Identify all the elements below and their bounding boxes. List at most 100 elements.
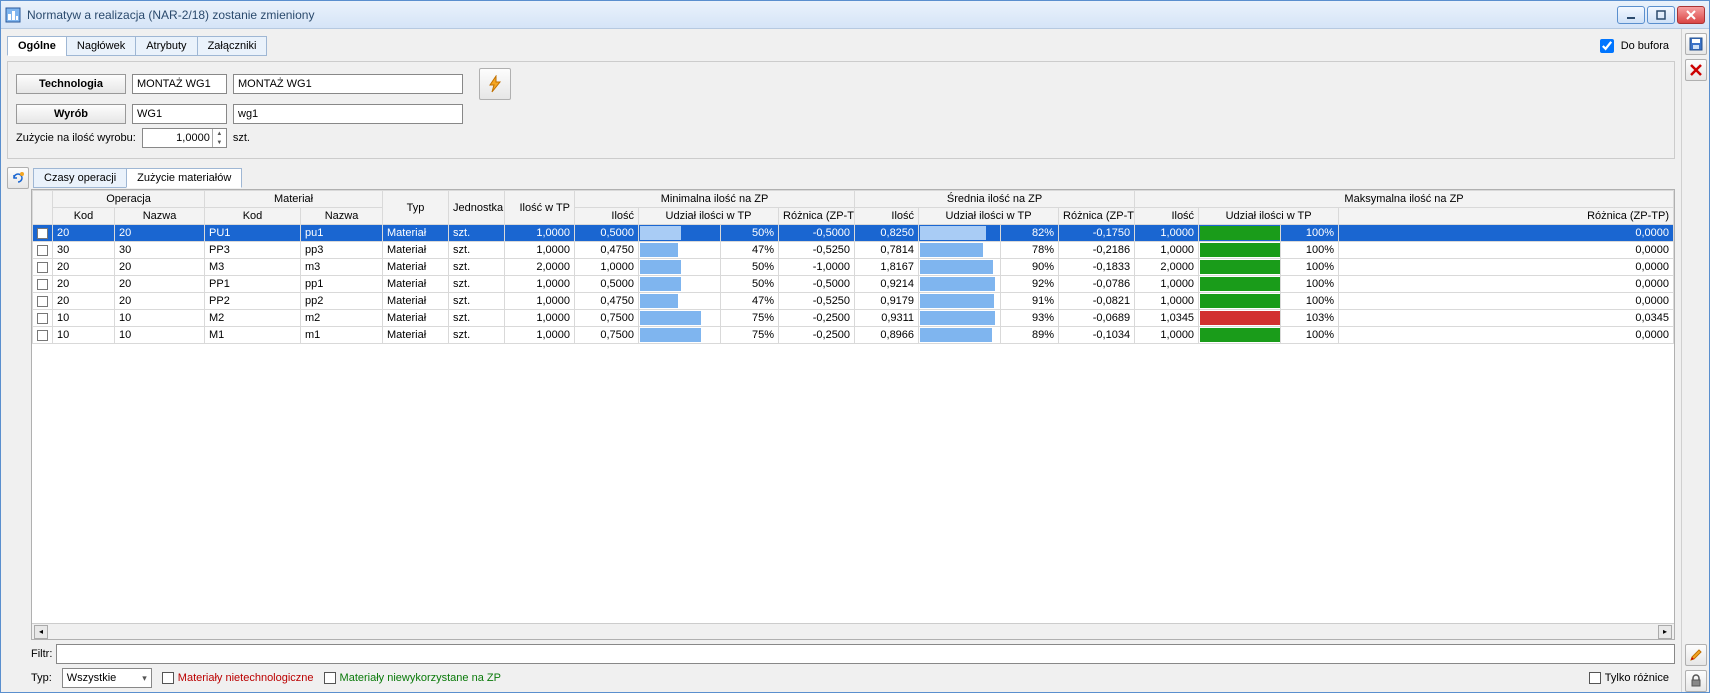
cancel-button[interactable]: [1685, 59, 1707, 81]
col-op-kod[interactable]: Kod: [53, 208, 115, 225]
bar-cell: [1199, 225, 1281, 242]
bar-cell: [919, 225, 1001, 242]
horizontal-scrollbar[interactable]: ◂ ▸: [32, 623, 1674, 639]
do-bufora-input[interactable]: [1600, 39, 1614, 53]
colgroup-avg[interactable]: Średnia ilość na ZP: [855, 191, 1135, 208]
typ-select[interactable]: Wszystkie: [62, 668, 152, 688]
window-title: Normatyw a realizacja (NAR-2/18) zostani…: [27, 8, 1617, 22]
row-checkbox[interactable]: [33, 242, 53, 259]
colgroup-operacja[interactable]: Operacja: [53, 191, 205, 208]
cell: Materiał: [383, 259, 449, 276]
col-max-ilosc[interactable]: Ilość: [1135, 208, 1199, 225]
colgroup-min[interactable]: Minimalna ilość na ZP: [575, 191, 855, 208]
colgroup-max[interactable]: Maksymalna ilość na ZP: [1135, 191, 1674, 208]
cell: pu1: [301, 225, 383, 242]
col-min-udzial[interactable]: Udział ilości w TP: [639, 208, 779, 225]
materialy-niewyk-checkbox[interactable]: Materiały niewykorzystane na ZP: [324, 672, 501, 684]
zuzycie-spinner[interactable]: 1,0000 ▲▼: [142, 128, 227, 148]
scroll-right-icon[interactable]: ▸: [1658, 625, 1672, 639]
col-m-kod[interactable]: Kod: [205, 208, 301, 225]
maximize-button[interactable]: [1647, 6, 1675, 24]
table-row[interactable]: 1010M2m2Materiałszt.1,00000,750075%-0,25…: [33, 310, 1674, 327]
technologia-button[interactable]: Technologia: [16, 74, 126, 94]
col-min-diff[interactable]: Różnica (ZP-TP): [779, 208, 855, 225]
cell: 92%: [1001, 276, 1059, 293]
minimize-button[interactable]: [1617, 6, 1645, 24]
row-checkbox[interactable]: [33, 276, 53, 293]
table-row[interactable]: 2020PU1pu1Materiałszt.1,00000,500050%-0,…: [33, 225, 1674, 242]
cell: pp1: [301, 276, 383, 293]
cell: Materiał: [383, 293, 449, 310]
bar-cell: [639, 310, 721, 327]
col-m-nazwa[interactable]: Nazwa: [301, 208, 383, 225]
col-check[interactable]: [33, 191, 53, 225]
cell: Materiał: [383, 310, 449, 327]
bar-cell: [919, 242, 1001, 259]
col-max-diff[interactable]: Różnica (ZP-TP): [1339, 208, 1674, 225]
technologia-name-input[interactable]: MONTAŻ WG1: [233, 74, 463, 94]
cell: -0,2500: [779, 310, 855, 327]
cell: szt.: [449, 259, 505, 276]
cell: m1: [301, 327, 383, 344]
wyrob-button[interactable]: Wyrób: [16, 104, 126, 124]
materialy-nietech-checkbox[interactable]: Materiały nietechnologiczne: [162, 672, 314, 684]
cell: -0,1833: [1059, 259, 1135, 276]
lightning-button[interactable]: [479, 68, 511, 100]
filter-input[interactable]: [56, 644, 1675, 664]
technologia-code-input[interactable]: MONTAŻ WG1: [132, 74, 227, 94]
col-typ[interactable]: Typ: [383, 191, 449, 225]
table-row[interactable]: 1010M1m1Materiałszt.1,00000,750075%-0,25…: [33, 327, 1674, 344]
tab-zalaczniki[interactable]: Załączniki: [197, 36, 268, 56]
col-min-ilosc[interactable]: Ilość: [575, 208, 639, 225]
typ-label: Typ:: [31, 672, 52, 684]
col-ilosc-tp[interactable]: Ilość w TP: [505, 191, 575, 225]
lock-button[interactable]: [1685, 670, 1707, 692]
col-op-nazwa[interactable]: Nazwa: [115, 208, 205, 225]
table-row[interactable]: 2020M3m3Materiałszt.2,00001,000050%-1,00…: [33, 259, 1674, 276]
tab-zuzycie-materialow[interactable]: Zużycie materiałów: [126, 168, 242, 188]
tylko-roznice-checkbox[interactable]: Tylko różnice: [1589, 672, 1669, 684]
tab-naglowek[interactable]: Nagłówek: [66, 36, 136, 56]
row-checkbox[interactable]: [33, 259, 53, 276]
cell: pp2: [301, 293, 383, 310]
row-checkbox[interactable]: [33, 327, 53, 344]
col-avg-diff[interactable]: Różnica (ZP-TP): [1059, 208, 1135, 225]
cell: 30: [115, 242, 205, 259]
cell: szt.: [449, 310, 505, 327]
wyrob-code-input[interactable]: WG1: [132, 104, 227, 124]
cell: 0,4750: [575, 242, 639, 259]
refresh-button[interactable]: [7, 167, 29, 189]
col-avg-ilosc[interactable]: Ilość: [855, 208, 919, 225]
row-checkbox[interactable]: [33, 225, 53, 242]
bar-cell: [1199, 310, 1281, 327]
save-button[interactable]: [1685, 33, 1707, 55]
spin-up-icon[interactable]: ▲: [213, 129, 226, 138]
col-avg-udzial[interactable]: Udział ilości w TP: [919, 208, 1059, 225]
col-jednostka[interactable]: Jednostka: [449, 191, 505, 225]
spin-down-icon[interactable]: ▼: [213, 138, 226, 147]
row-checkbox[interactable]: [33, 293, 53, 310]
tab-ogolne[interactable]: Ogólne: [7, 36, 67, 56]
cell: 1,0000: [1135, 225, 1199, 242]
cell: M1: [205, 327, 301, 344]
do-bufora-checkbox[interactable]: Do bufora: [1596, 36, 1669, 56]
app-icon: [5, 7, 21, 23]
table-row[interactable]: 2020PP2pp2Materiałszt.1,00000,475047%-0,…: [33, 293, 1674, 310]
tab-czasy-operacji[interactable]: Czasy operacji: [33, 168, 127, 188]
cell: -0,5250: [779, 242, 855, 259]
cell: 103%: [1281, 310, 1339, 327]
cell: 20: [53, 276, 115, 293]
zuzycie-label: Zużycie na ilość wyrobu:: [16, 132, 136, 144]
col-max-udzial[interactable]: Udział ilości w TP: [1199, 208, 1339, 225]
do-bufora-label: Do bufora: [1621, 40, 1669, 52]
wyrob-name-input[interactable]: wg1: [233, 104, 463, 124]
table-row[interactable]: 3030PP3pp3Materiałszt.1,00000,475047%-0,…: [33, 242, 1674, 259]
cell: 75%: [721, 310, 779, 327]
close-button[interactable]: [1677, 6, 1705, 24]
colgroup-material[interactable]: Materiał: [205, 191, 383, 208]
tab-atrybuty[interactable]: Atrybuty: [135, 36, 197, 56]
scroll-left-icon[interactable]: ◂: [34, 625, 48, 639]
row-checkbox[interactable]: [33, 310, 53, 327]
table-row[interactable]: 2020PP1pp1Materiałszt.1,00000,500050%-0,…: [33, 276, 1674, 293]
edit-button[interactable]: [1685, 644, 1707, 666]
